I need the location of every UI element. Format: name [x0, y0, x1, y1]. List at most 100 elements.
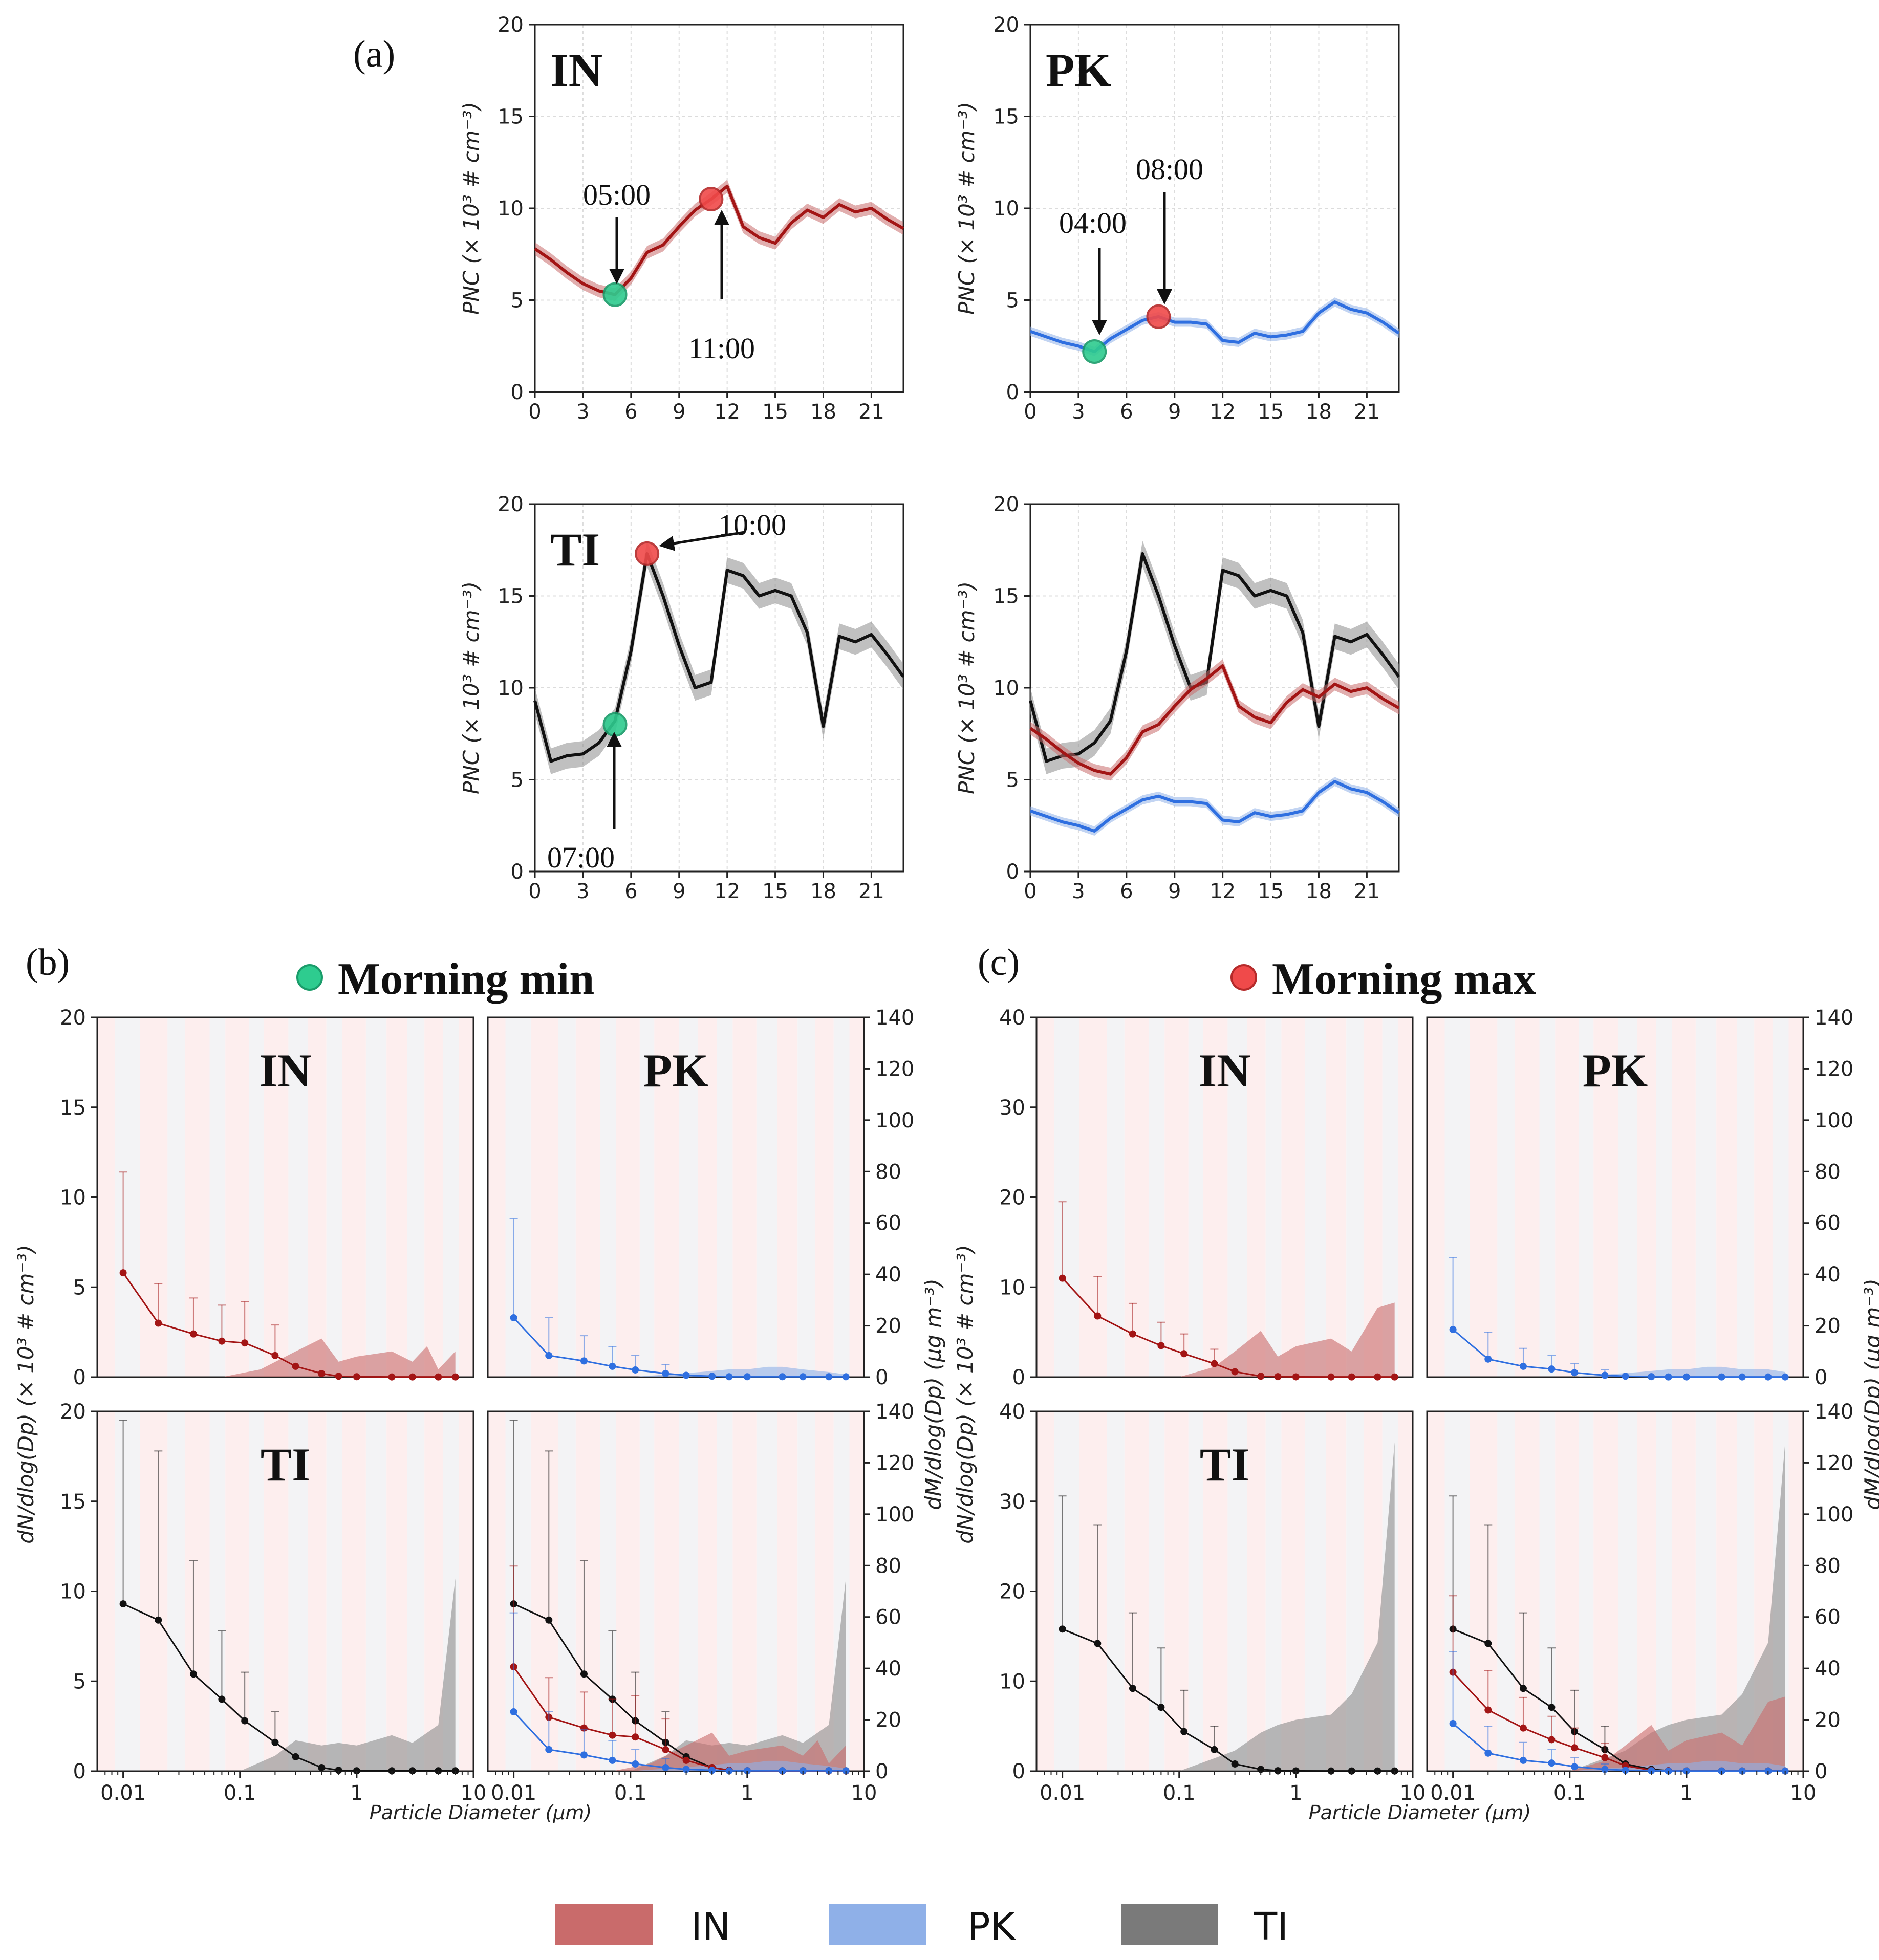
number-point	[241, 1717, 249, 1725]
header-b-marker	[296, 964, 323, 991]
bin-stripe	[97, 1017, 115, 1377]
bin-stripe	[1497, 1017, 1515, 1377]
x-axis-label-b: Particle Diameter (μm)	[370, 1801, 592, 1824]
bin-stripe	[386, 1017, 407, 1377]
number-point	[335, 1373, 342, 1380]
bin-stripe	[1515, 1017, 1540, 1377]
number-point	[580, 1357, 588, 1365]
number-point	[451, 1373, 459, 1381]
bin-stripe	[249, 1411, 264, 1771]
number-point	[708, 1373, 716, 1380]
number-point	[510, 1708, 517, 1716]
x-tick-label: 12	[714, 880, 740, 903]
x-tick-label: 0.01	[491, 1781, 536, 1805]
number-point	[1449, 1719, 1457, 1727]
legend-swatch-ti	[1121, 1904, 1218, 1945]
number-point	[1274, 1767, 1282, 1775]
y2-tick-label: 80	[875, 1160, 901, 1184]
bin-stripe	[1427, 1017, 1445, 1377]
bin-stripe	[505, 1411, 531, 1771]
bin-stripe	[185, 1411, 210, 1771]
number-point	[609, 1362, 616, 1370]
bin-stripe	[616, 1017, 640, 1377]
y-tick-label: 0	[1012, 1366, 1025, 1389]
y2-tick-label: 20	[875, 1709, 901, 1732]
number-point	[1519, 1685, 1527, 1692]
number-point	[119, 1600, 127, 1608]
number-point	[271, 1738, 279, 1746]
chart-a_ALL: 0 3 6 9 12 15 18 21 0 5 10 15 20 PNC (× 10³ # cm⁻³)	[954, 493, 1400, 903]
bin-stripe	[1555, 1411, 1579, 1771]
bin-stripe	[849, 1017, 864, 1377]
number-point	[1449, 1325, 1457, 1333]
number-point	[1484, 1640, 1492, 1647]
number-point	[218, 1337, 226, 1345]
bin-stripe	[1326, 1017, 1347, 1377]
x-tick-label: 9	[1168, 400, 1181, 424]
y-tick-label: 5	[73, 1276, 86, 1299]
number-point	[682, 1756, 690, 1764]
y-tick-label: 15	[993, 105, 1019, 129]
legend-label-in: IN	[691, 1905, 730, 1949]
y-tick-label: 20	[999, 1580, 1025, 1604]
bin-stripe	[616, 1411, 640, 1771]
bin-stripe	[1036, 1411, 1054, 1771]
y-tick-label: 0	[1012, 1760, 1025, 1783]
header-b-label: Morning min	[338, 954, 594, 1004]
y-tick-label: 0	[73, 1366, 86, 1389]
number-point	[1648, 1373, 1655, 1381]
chart-b_TI: 0 5 10 15 20 0.01 0.1 1 10 TI	[60, 1400, 486, 1805]
y-axis-label: PNC (× 10³ # cm⁻³)	[459, 581, 484, 794]
bin-stripe	[1054, 1411, 1079, 1771]
number-point	[1211, 1746, 1218, 1753]
x-tick-label: 0.1	[1553, 1781, 1586, 1805]
bin-stripe	[1737, 1017, 1755, 1377]
chart-title: IN	[550, 44, 602, 96]
y2-tick-label: 120	[875, 1057, 914, 1081]
number-point	[1764, 1767, 1772, 1775]
bin-stripe	[1247, 1017, 1266, 1377]
bin-stripe	[530, 1017, 558, 1377]
number-point	[292, 1753, 299, 1760]
y2-tick-label: 60	[1815, 1212, 1841, 1235]
chart-title: PK	[643, 1044, 709, 1097]
x-tick-label: 0.1	[1163, 1781, 1196, 1805]
y2-tick-label: 0	[1815, 1760, 1827, 1783]
y-tick-label: 20	[498, 493, 524, 516]
bin-stripe	[732, 1411, 757, 1771]
number-point	[353, 1373, 360, 1381]
number-point	[545, 1616, 553, 1624]
bin-stripe	[97, 1411, 115, 1771]
number-point	[119, 1269, 127, 1277]
number-point	[1601, 1766, 1609, 1773]
number-point	[451, 1767, 459, 1775]
bin-stripe	[833, 1017, 850, 1377]
bin-stripe	[1579, 1411, 1594, 1771]
x-tick-label: 10	[1400, 1781, 1426, 1805]
bin-stripe	[1079, 1411, 1107, 1771]
bin-stripe	[756, 1017, 777, 1377]
bin-stripe	[1637, 1017, 1656, 1377]
bin-stripe	[698, 1017, 717, 1377]
bin-stripe	[342, 1017, 366, 1377]
marker-min	[602, 282, 628, 307]
y-tick-label: 10	[498, 677, 524, 700]
y-tick-label: 20	[498, 13, 524, 37]
x-tick-label: 0.1	[614, 1781, 647, 1805]
number-point	[435, 1373, 442, 1381]
number-point	[1519, 1756, 1527, 1764]
mass-area-ti	[1179, 1442, 1395, 1771]
number-point	[1157, 1342, 1165, 1349]
band-ti	[1030, 540, 1399, 774]
number-point	[1665, 1373, 1672, 1381]
x-tick-label: 3	[1072, 880, 1085, 903]
number-point	[632, 1760, 639, 1768]
mass-area-ti	[630, 1578, 846, 1771]
number-point	[1094, 1312, 1102, 1320]
x-tick-label: 18	[810, 400, 836, 424]
bin-stripe	[424, 1017, 443, 1377]
y2-tick-label: 40	[1815, 1657, 1841, 1681]
bin-stripe	[756, 1411, 777, 1771]
bin-stripe	[1444, 1017, 1470, 1377]
annotation-label: 04:00	[1059, 206, 1127, 239]
